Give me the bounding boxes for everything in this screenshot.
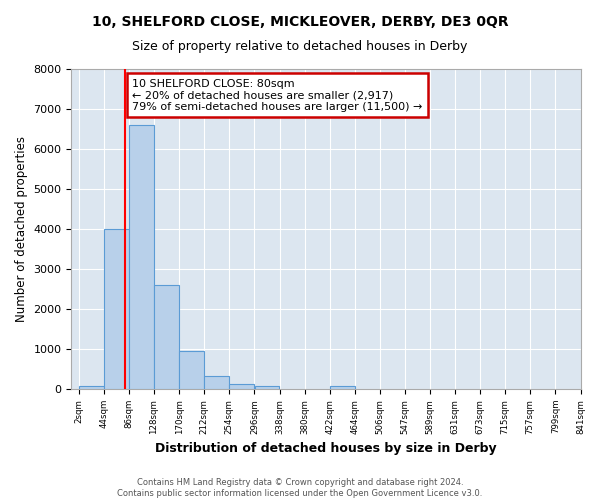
Text: Contains HM Land Registry data © Crown copyright and database right 2024.
Contai: Contains HM Land Registry data © Crown c… (118, 478, 482, 498)
Text: Size of property relative to detached houses in Derby: Size of property relative to detached ho… (133, 40, 467, 53)
Y-axis label: Number of detached properties: Number of detached properties (15, 136, 28, 322)
Bar (205, 376, 229, 389)
Bar (254, 386, 280, 389)
Bar (129, 125, 154, 389)
Bar (104, 229, 128, 389)
Text: 10, SHELFORD CLOSE, MICKLEOVER, DERBY, DE3 0QR: 10, SHELFORD CLOSE, MICKLEOVER, DERBY, D… (92, 15, 508, 29)
Bar (229, 384, 254, 389)
Bar (330, 386, 355, 389)
Bar (79, 386, 104, 389)
Text: 10 SHELFORD CLOSE: 80sqm
← 20% of detached houses are smaller (2,917)
79% of sem: 10 SHELFORD CLOSE: 80sqm ← 20% of detach… (133, 78, 423, 112)
Bar (179, 351, 204, 389)
Bar (154, 285, 179, 389)
X-axis label: Distribution of detached houses by size in Derby: Distribution of detached houses by size … (155, 442, 497, 455)
